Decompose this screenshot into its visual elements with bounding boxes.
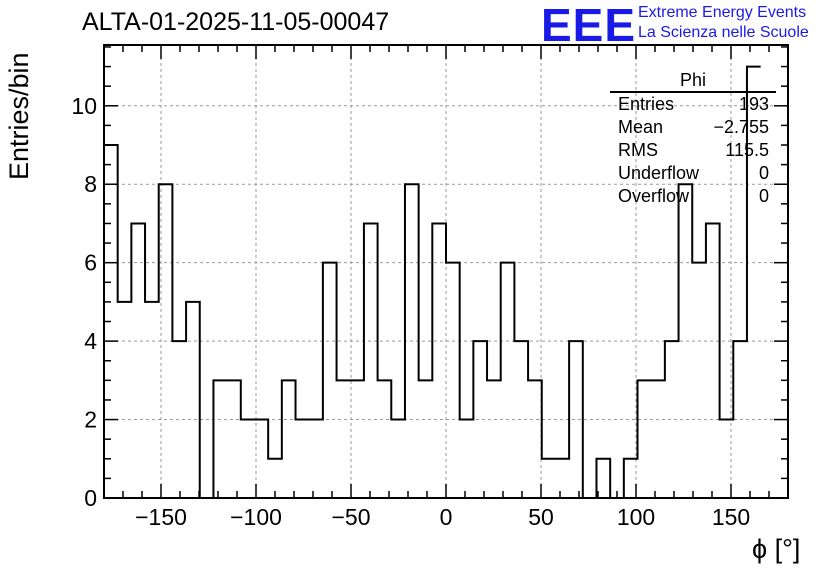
x-tick-label: 100: [617, 504, 655, 530]
y-tick-label: 0: [84, 485, 97, 511]
eee-logo: EEE: [541, 0, 637, 51]
stats-row-mean: Mean −2.755: [610, 116, 776, 139]
x-tick-label: 50: [528, 504, 554, 530]
stats-value: 115.5: [725, 140, 769, 160]
stats-row-rms: RMS 115.5: [610, 139, 776, 162]
eee-subtitle-line2: La Scienza nelle Scuole: [638, 24, 809, 41]
stats-value: 193: [738, 94, 769, 114]
stats-value: 0: [758, 186, 769, 206]
stats-value: −2.755: [713, 117, 769, 137]
chart-title: ALTA-01-2025-11-05-00047: [82, 8, 390, 36]
plot-frame: [103, 44, 789, 499]
y-tick-label: 2: [84, 407, 97, 433]
stats-value: 0: [758, 163, 769, 183]
x-tick-label: −50: [331, 504, 370, 530]
stats-label: Entries: [618, 94, 675, 114]
y-tick-label: 10: [71, 93, 97, 119]
x-tick-label: −150: [135, 504, 187, 530]
x-tick-label: 0: [440, 504, 453, 530]
y-tick-label: 8: [84, 171, 97, 197]
y-axis-label: Entries/bin: [4, 52, 34, 180]
stats-label: Underflow: [618, 163, 700, 183]
y-tick-label: 6: [84, 250, 97, 276]
stats-label: Mean: [618, 117, 664, 137]
eee-subtitle-line1: Extreme Energy Events: [638, 4, 807, 21]
axis-ticks: [104, 45, 788, 499]
stats-row-entries: Entries 193: [610, 93, 776, 116]
stats-label: RMS: [618, 140, 658, 160]
stats-box: Phi Entries 193 Mean −2.755 RMS 115.5 Un…: [610, 70, 776, 208]
y-tick-label: 4: [84, 328, 97, 354]
stats-row-overflow: Overflow 0: [610, 185, 776, 208]
x-axis-label: ϕ [°]: [752, 534, 801, 564]
x-tick-label: −100: [230, 504, 282, 530]
x-tick-label: 150: [712, 504, 750, 530]
stats-row-underflow: Underflow 0: [610, 162, 776, 185]
tick-labels: −150 −100 −50 0 50 100 150 0 2 4 6 8 10: [71, 93, 750, 530]
stats-title: Phi: [610, 70, 776, 93]
stats-label: Overflow: [618, 186, 690, 206]
